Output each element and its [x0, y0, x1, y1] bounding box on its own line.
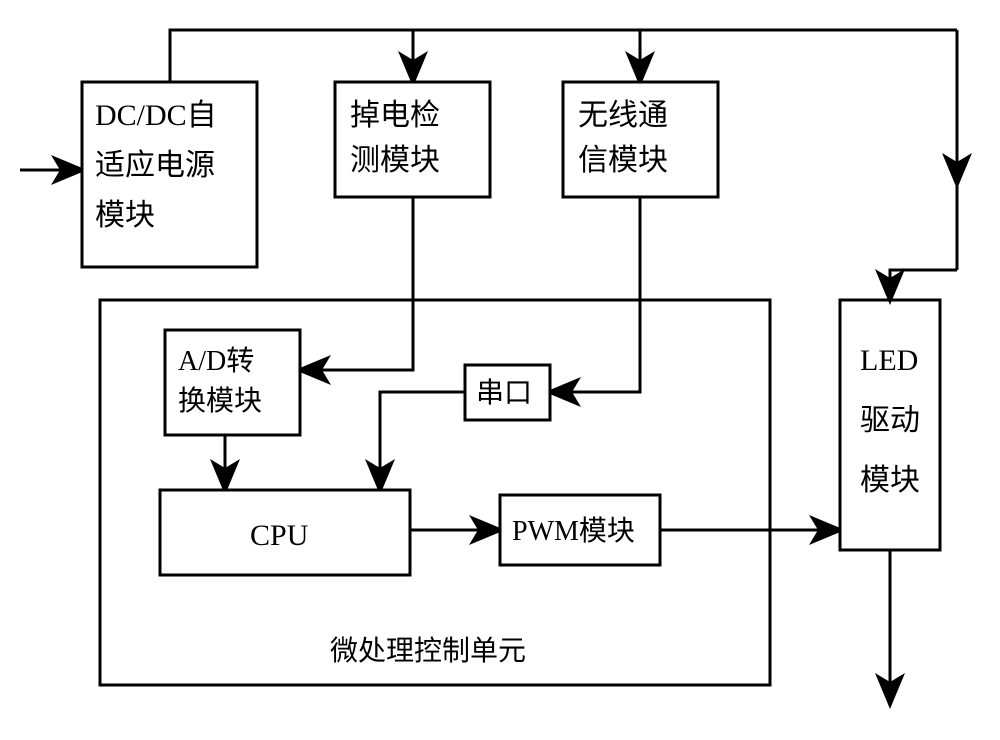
led-label-2: 驱动	[860, 404, 920, 437]
serial-label: 串口	[476, 377, 532, 409]
block-diagram: DC/DC自 适应电源 模块 掉电检 测模块 无线通 信模块 微处理控制单元 A…	[0, 0, 1000, 740]
dcdc-label-1: DC/DC自	[95, 99, 217, 132]
led-label-1: LED	[860, 344, 918, 377]
ad-label-2: 换模块	[178, 385, 262, 417]
dcdc-label-3: 模块	[95, 199, 155, 232]
powerdown-label-2: 测模块	[350, 144, 440, 177]
powerdown-to-ad-line	[304, 197, 413, 370]
pwm-label: PWM模块	[512, 515, 635, 547]
bus-top-line	[170, 30, 957, 82]
mcu-label: 微处理控制单元	[330, 635, 526, 667]
cpu-label: CPU	[250, 519, 309, 552]
wireless-label-2: 信模块	[578, 144, 668, 177]
wireless-label-1: 无线通	[578, 99, 668, 132]
bus-right-into-led	[890, 270, 957, 296]
led-label-3: 模块	[860, 464, 920, 497]
serial-to-cpu-line	[380, 392, 465, 486]
wireless-to-serial-line	[554, 197, 640, 392]
ad-label-1: A/D转	[178, 345, 254, 377]
powerdown-label-1: 掉电检	[350, 99, 440, 132]
dcdc-label-2: 适应电源	[95, 149, 215, 182]
